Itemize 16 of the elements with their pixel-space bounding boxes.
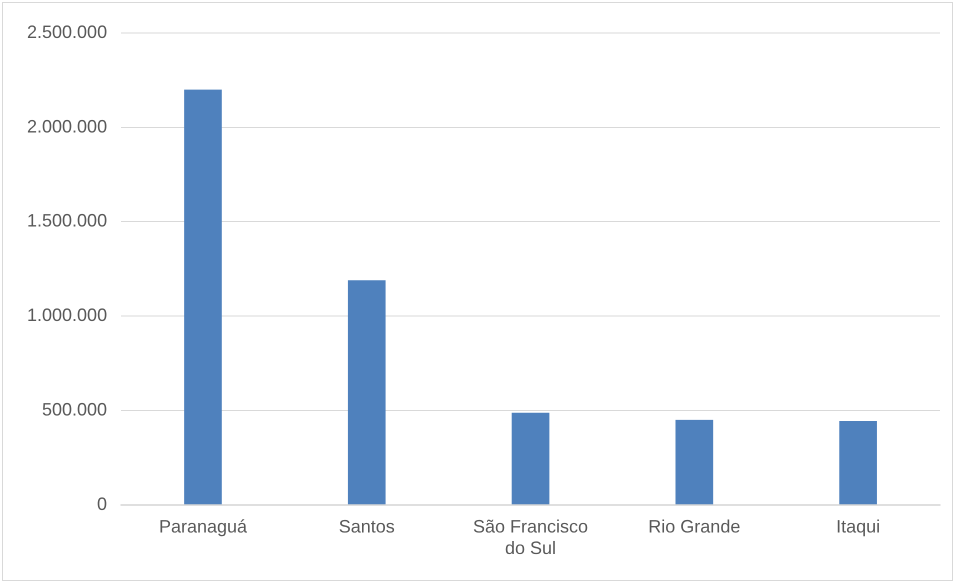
x-tick-label: Itaqui	[836, 516, 880, 537]
bar	[675, 420, 714, 504]
y-tick-label: 500.000	[42, 399, 108, 420]
y-tick-label: 1.500.000	[27, 210, 108, 231]
x-tick-label: Rio Grande	[648, 516, 740, 537]
x-tick-label: Santos	[338, 516, 395, 537]
y-tick-label: 2.500.000	[27, 22, 108, 42]
bar	[348, 280, 386, 504]
bar	[184, 90, 222, 504]
x-tick-label: Paranaguá	[158, 516, 248, 537]
y-tick-label: 1.000.000	[27, 305, 108, 326]
y-tick-label: 2.000.000	[27, 116, 108, 136]
x-tick-label: São Francisco do Sul	[473, 516, 588, 558]
bar	[512, 412, 550, 504]
y-tick-label: 0	[97, 494, 108, 514]
bar	[839, 421, 877, 504]
